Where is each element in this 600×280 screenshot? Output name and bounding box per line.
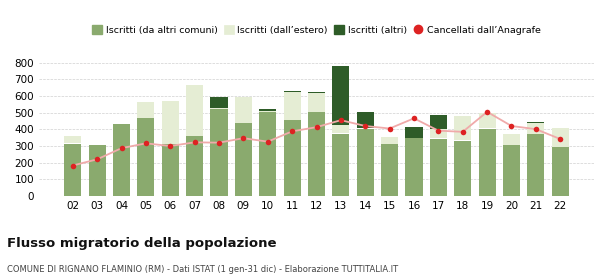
- Bar: [308, 92, 325, 93]
- Bar: [430, 129, 447, 139]
- Bar: [332, 134, 349, 196]
- Bar: [211, 109, 227, 196]
- Text: COMUNE DI RIGNANO FLAMINIO (RM) - Dati ISTAT (1 gen-31 dic) - Elaborazione TUTTI: COMUNE DI RIGNANO FLAMINIO (RM) - Dati I…: [7, 265, 398, 274]
- Bar: [381, 137, 398, 144]
- Bar: [162, 144, 179, 196]
- Bar: [284, 120, 301, 196]
- Bar: [332, 66, 349, 125]
- Bar: [527, 122, 544, 123]
- Bar: [357, 128, 374, 129]
- Bar: [454, 116, 471, 141]
- Bar: [503, 134, 520, 145]
- Bar: [259, 112, 276, 196]
- Bar: [381, 144, 398, 196]
- Bar: [357, 112, 374, 128]
- Bar: [552, 147, 569, 196]
- Bar: [113, 124, 130, 196]
- Bar: [186, 85, 203, 136]
- Bar: [406, 138, 422, 196]
- Bar: [430, 115, 447, 129]
- Bar: [284, 91, 301, 92]
- Bar: [357, 129, 374, 196]
- Bar: [479, 113, 496, 129]
- Bar: [308, 93, 325, 112]
- Bar: [186, 136, 203, 196]
- Bar: [430, 139, 447, 196]
- Bar: [503, 145, 520, 196]
- Bar: [552, 128, 569, 147]
- Bar: [454, 141, 471, 196]
- Bar: [284, 92, 301, 120]
- Bar: [64, 136, 81, 143]
- Bar: [527, 123, 544, 134]
- Bar: [479, 129, 496, 196]
- Bar: [308, 112, 325, 196]
- Bar: [259, 111, 276, 112]
- Bar: [211, 108, 227, 109]
- Bar: [406, 127, 422, 138]
- Bar: [259, 109, 276, 111]
- Bar: [89, 145, 106, 196]
- Bar: [235, 97, 252, 123]
- Bar: [162, 101, 179, 144]
- Bar: [527, 134, 544, 196]
- Bar: [137, 102, 154, 118]
- Text: Flusso migratorio della popolazione: Flusso migratorio della popolazione: [7, 237, 277, 249]
- Bar: [137, 118, 154, 196]
- Bar: [211, 97, 227, 108]
- Bar: [332, 125, 349, 134]
- Bar: [64, 143, 81, 196]
- Bar: [235, 123, 252, 196]
- Legend: Iscritti (da altri comuni), Iscritti (dall’estero), Iscritti (altri), Cancellati: Iscritti (da altri comuni), Iscritti (da…: [89, 22, 544, 39]
